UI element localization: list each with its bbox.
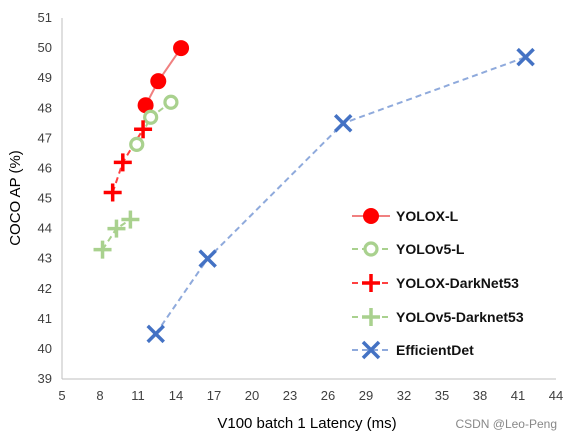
data-point (333, 114, 353, 133)
x-tick-label: 44 (549, 388, 563, 403)
x-tick-labels: 5 8 11 14 17 20 23 26 29 32 35 38 41 44 (58, 388, 563, 403)
legend-marker (362, 274, 380, 292)
x-tick-label: 32 (397, 388, 411, 403)
y-tick-label: 47 (38, 130, 52, 145)
series-lines (101, 47, 526, 335)
data-point (150, 73, 167, 90)
x-tick-label: 38 (473, 388, 487, 403)
x-tick-label: 26 (321, 388, 335, 403)
y-tick-label: 50 (38, 40, 52, 55)
x-tick-label: 29 (359, 388, 373, 403)
data-point (129, 136, 145, 152)
legend: YOLOX-L YOLOv5-L YOLOX-DarkNet53 YOLOv5-Dar… (352, 208, 524, 360)
x-tick-label: 14 (169, 388, 183, 403)
legend-label: YOLOX-DarkNet53 (396, 275, 519, 291)
data-point (163, 94, 179, 110)
data-point (121, 210, 140, 229)
data-point (113, 153, 132, 172)
data-point (173, 40, 190, 57)
x-tick-label: 20 (245, 388, 259, 403)
data-point (134, 120, 153, 139)
y-tick-label: 42 (38, 281, 52, 296)
legend-label: YOLOv5-L (396, 241, 465, 257)
data-point (93, 240, 112, 259)
legend-marker (362, 308, 380, 326)
x-tick-label: 5 (58, 388, 65, 403)
data-point (137, 97, 154, 114)
legend-label: EfficientDet (396, 342, 474, 358)
x-tick-label: 41 (511, 388, 525, 403)
watermark: CSDN @Leo-Peng (455, 417, 557, 431)
data-point (143, 109, 159, 125)
y-tick-label: 49 (38, 70, 52, 85)
data-point (146, 324, 165, 344)
legend-label: YOLOX-L (396, 208, 459, 224)
x-tick-label: 17 (207, 388, 221, 403)
x-tick-label: 35 (435, 388, 449, 403)
legend-marker (363, 208, 379, 224)
legend-marker (361, 340, 381, 360)
y-tick-label: 51 (38, 10, 52, 25)
x-tick-label: 8 (96, 388, 103, 403)
y-tick-label: 41 (38, 311, 52, 326)
data-point (103, 183, 122, 202)
y-tick-label: 46 (38, 160, 52, 175)
y-axis-label: COCO AP (%) (7, 150, 24, 246)
y-tick-label: 40 (38, 341, 52, 356)
y-tick-labels: 39 40 41 42 43 44 45 46 47 48 49 50 51 (38, 10, 52, 386)
y-tick-label: 44 (38, 221, 52, 236)
y-tick-label: 48 (38, 100, 52, 115)
x-tick-label: 23 (283, 388, 297, 403)
y-tick-label: 45 (38, 191, 52, 206)
data-point (107, 219, 126, 238)
series-markers (93, 40, 535, 344)
legend-marker (363, 241, 379, 257)
data-point (198, 249, 217, 268)
y-tick-label: 39 (38, 371, 52, 386)
series-line-4 (154, 56, 526, 335)
legend-label: YOLOv5-Darknet53 (396, 309, 524, 325)
data-point (516, 47, 535, 67)
x-axis-label: V100 batch 1 Latency (ms) (217, 415, 396, 432)
y-tick-label: 43 (38, 251, 52, 266)
x-tick-label: 11 (131, 388, 145, 403)
